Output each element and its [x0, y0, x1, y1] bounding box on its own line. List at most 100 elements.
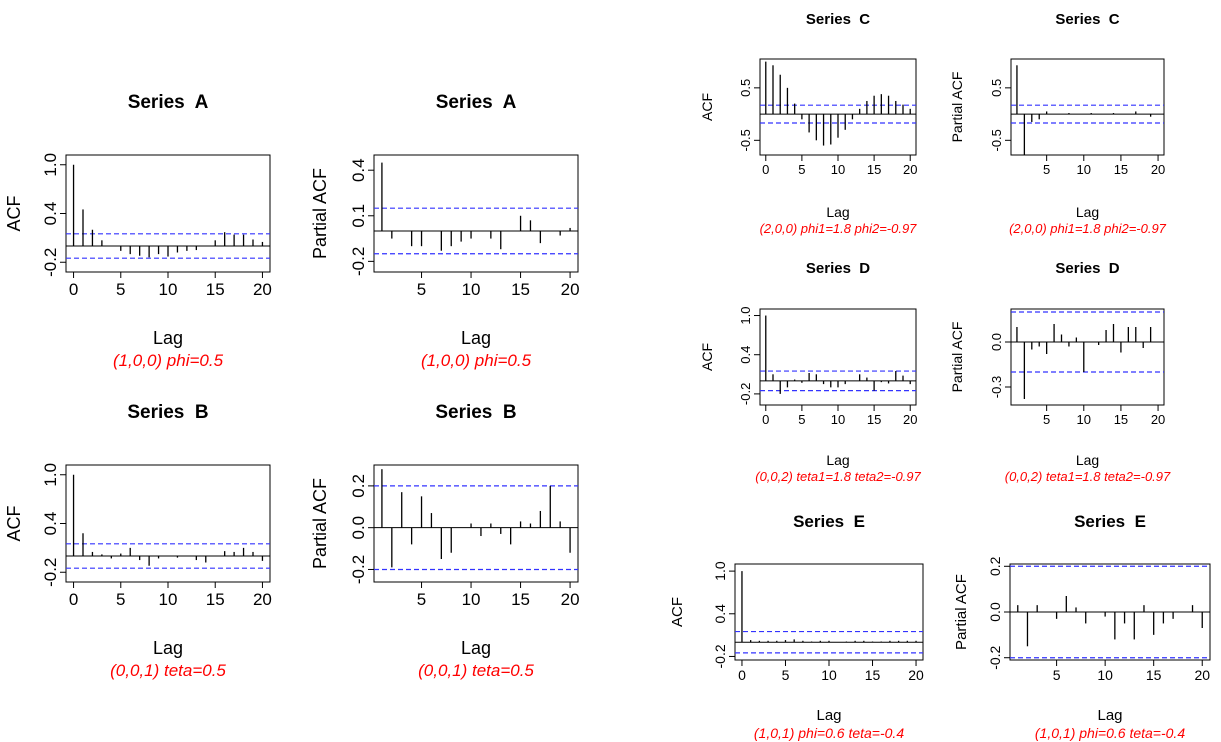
x-tick-label: 0: [762, 412, 769, 427]
x-tick-label: 10: [821, 667, 837, 683]
x-tick-label: 10: [1077, 412, 1091, 427]
y-tick-label: 0.2: [349, 474, 368, 498]
y-axis: -0.2 0.0 0.2: [349, 474, 374, 584]
chart-title: Series C: [1055, 11, 1119, 28]
x-tick-label: 20: [1151, 412, 1165, 427]
x-tick-label: 15: [1114, 412, 1128, 427]
x-axis: 0 5 10 15 20: [69, 582, 272, 609]
x-tick-label: 10: [1097, 667, 1113, 683]
panel-E-pacf: Series E 5 10 15 20 -0.2 0.0 0.2 Lag Partial ACF (…: [953, 512, 1211, 741]
x-tick-label: 0: [69, 280, 78, 299]
x-axis: 0 5 10 15 20: [69, 272, 272, 299]
y-tick-label: 1.0: [41, 463, 60, 487]
chart-title: Series A: [436, 92, 517, 113]
y-tick-label: 0.4: [41, 512, 60, 536]
x-tick-label: 10: [1077, 162, 1091, 177]
x-tick-label: 20: [561, 280, 580, 299]
model-caption: (0,0,2) teta1=1.8 teta2=-0.97: [755, 469, 921, 484]
x-axis: 5 10 15 20: [417, 582, 580, 609]
x-tick-label: 20: [908, 667, 924, 683]
y-axis: -0.2 0.4 1.0: [41, 153, 66, 277]
plot-frame: [373, 154, 579, 273]
chart-title: Series D: [1055, 260, 1119, 277]
x-tick-label: 20: [253, 590, 272, 609]
x-tick-label: 15: [867, 162, 881, 177]
y-axis: -0.2 0.4 1.0: [41, 463, 66, 587]
panel-D-acf: Series D 0 5 10 15 20 -0.2 0.4 1.0 Lag ACF (0,0,2) …: [699, 260, 922, 484]
x-tick-label: 10: [462, 590, 481, 609]
x-tick-label: 20: [253, 280, 272, 299]
y-axis: -0.2 0.4 1.0: [738, 306, 760, 405]
model-caption: (1,0,0) phi=0.5: [113, 351, 224, 370]
x-axis: 5 10 15 20: [1053, 660, 1210, 683]
y-tick-label: -0.2: [349, 247, 368, 276]
x-tick-label: 10: [159, 280, 178, 299]
model-caption: (2,0,0) phi1=1.8 phi2=-0.97: [1009, 221, 1167, 236]
y-tick-label: -0.3: [989, 376, 1004, 398]
y-tick-label: 1.0: [41, 153, 60, 177]
y-axis-label: Partial ACF: [310, 168, 330, 259]
model-caption: (1,0,1) phi=0.6 teta=-0.4: [1035, 725, 1185, 741]
y-tick-label: 1.0: [712, 561, 728, 581]
y-axis: -0.2 0.1 0.4: [349, 158, 374, 276]
x-tick-label: 15: [206, 280, 225, 299]
x-tick-label: 0: [738, 667, 746, 683]
chart-title: Series E: [1074, 512, 1146, 531]
y-axis: -0.5 0.5: [738, 79, 760, 152]
y-tick-label: -0.2: [987, 645, 1003, 669]
x-axis: 0 5 10 15 20: [762, 405, 917, 427]
y-tick-label: 0.0: [987, 602, 1003, 622]
x-axis: 5 10 15 20: [417, 272, 580, 299]
chart-title: Series C: [806, 11, 870, 28]
x-tick-label: 10: [831, 162, 845, 177]
y-axis-label: ACF: [4, 505, 24, 541]
x-axis-label: Lag: [461, 638, 491, 658]
x-tick-label: 5: [116, 590, 125, 609]
x-tick-label: 15: [867, 412, 881, 427]
y-axis-label: Partial ACF: [310, 478, 330, 569]
chart-title: Series B: [127, 402, 208, 423]
y-axis-label: ACF: [699, 93, 715, 121]
x-tick-label: 15: [511, 280, 530, 299]
x-axis-label: Lag: [153, 638, 183, 658]
panel-B-acf: Series B 0 5 10 15 20 -0.2 0.4 1.0 Lag ACF (0,0,1) …: [4, 402, 272, 680]
x-axis-label: Lag: [816, 707, 841, 724]
y-tick-label: 0.5: [738, 79, 753, 97]
y-tick-label: 0.4: [41, 202, 60, 226]
y-tick-label: 0.5: [989, 79, 1004, 97]
chart-title: Series B: [435, 402, 516, 423]
x-tick-label: 20: [903, 162, 917, 177]
x-tick-label: 15: [206, 590, 225, 609]
x-tick-label: 15: [1146, 667, 1162, 683]
y-axis-label: ACF: [669, 597, 686, 627]
x-axis-label: Lag: [461, 328, 491, 348]
y-tick-label: -0.2: [41, 558, 60, 587]
x-tick-label: 15: [865, 667, 881, 683]
y-axis: -0.5 0.5: [989, 79, 1011, 152]
x-tick-label: 15: [1114, 162, 1128, 177]
panel-A-pacf: Series A 5 10 15 20 -0.2 0.1 0.4 Lag Partial ACF (…: [310, 92, 580, 370]
model-caption: (0,0,1) teta=0.5: [418, 661, 534, 680]
y-axis-label: Partial ACF: [953, 574, 970, 650]
panel-A-acf: Series A 0 5 10 15 20 -0.2 0.4 1.0 Lag ACF (1,0,0) …: [4, 92, 272, 370]
x-axis-label: Lag: [1076, 204, 1099, 220]
x-tick-label: 15: [511, 590, 530, 609]
y-tick-label: -0.5: [989, 129, 1004, 151]
x-tick-label: 5: [1043, 412, 1050, 427]
plot-frame: [65, 464, 271, 583]
y-tick-label: 0.2: [987, 556, 1003, 576]
y-tick-label: 0.4: [738, 346, 753, 364]
x-axis: 5 10 15 20: [1043, 155, 1165, 177]
y-tick-label: -0.2: [349, 555, 368, 584]
panel-D-pacf: Series D 5 10 15 20 -0.3 0.0 Lag Partial ACF (0,0…: [949, 260, 1171, 484]
y-tick-label: 0.4: [712, 604, 728, 624]
chart-title: Series D: [806, 260, 870, 277]
x-tick-label: 20: [561, 590, 580, 609]
x-tick-label: 20: [1151, 162, 1165, 177]
x-tick-label: 5: [417, 280, 426, 299]
x-tick-label: 10: [159, 590, 178, 609]
x-tick-label: 20: [903, 412, 917, 427]
y-tick-label: -0.2: [738, 383, 753, 405]
y-axis-label: Partial ACF: [949, 72, 965, 143]
